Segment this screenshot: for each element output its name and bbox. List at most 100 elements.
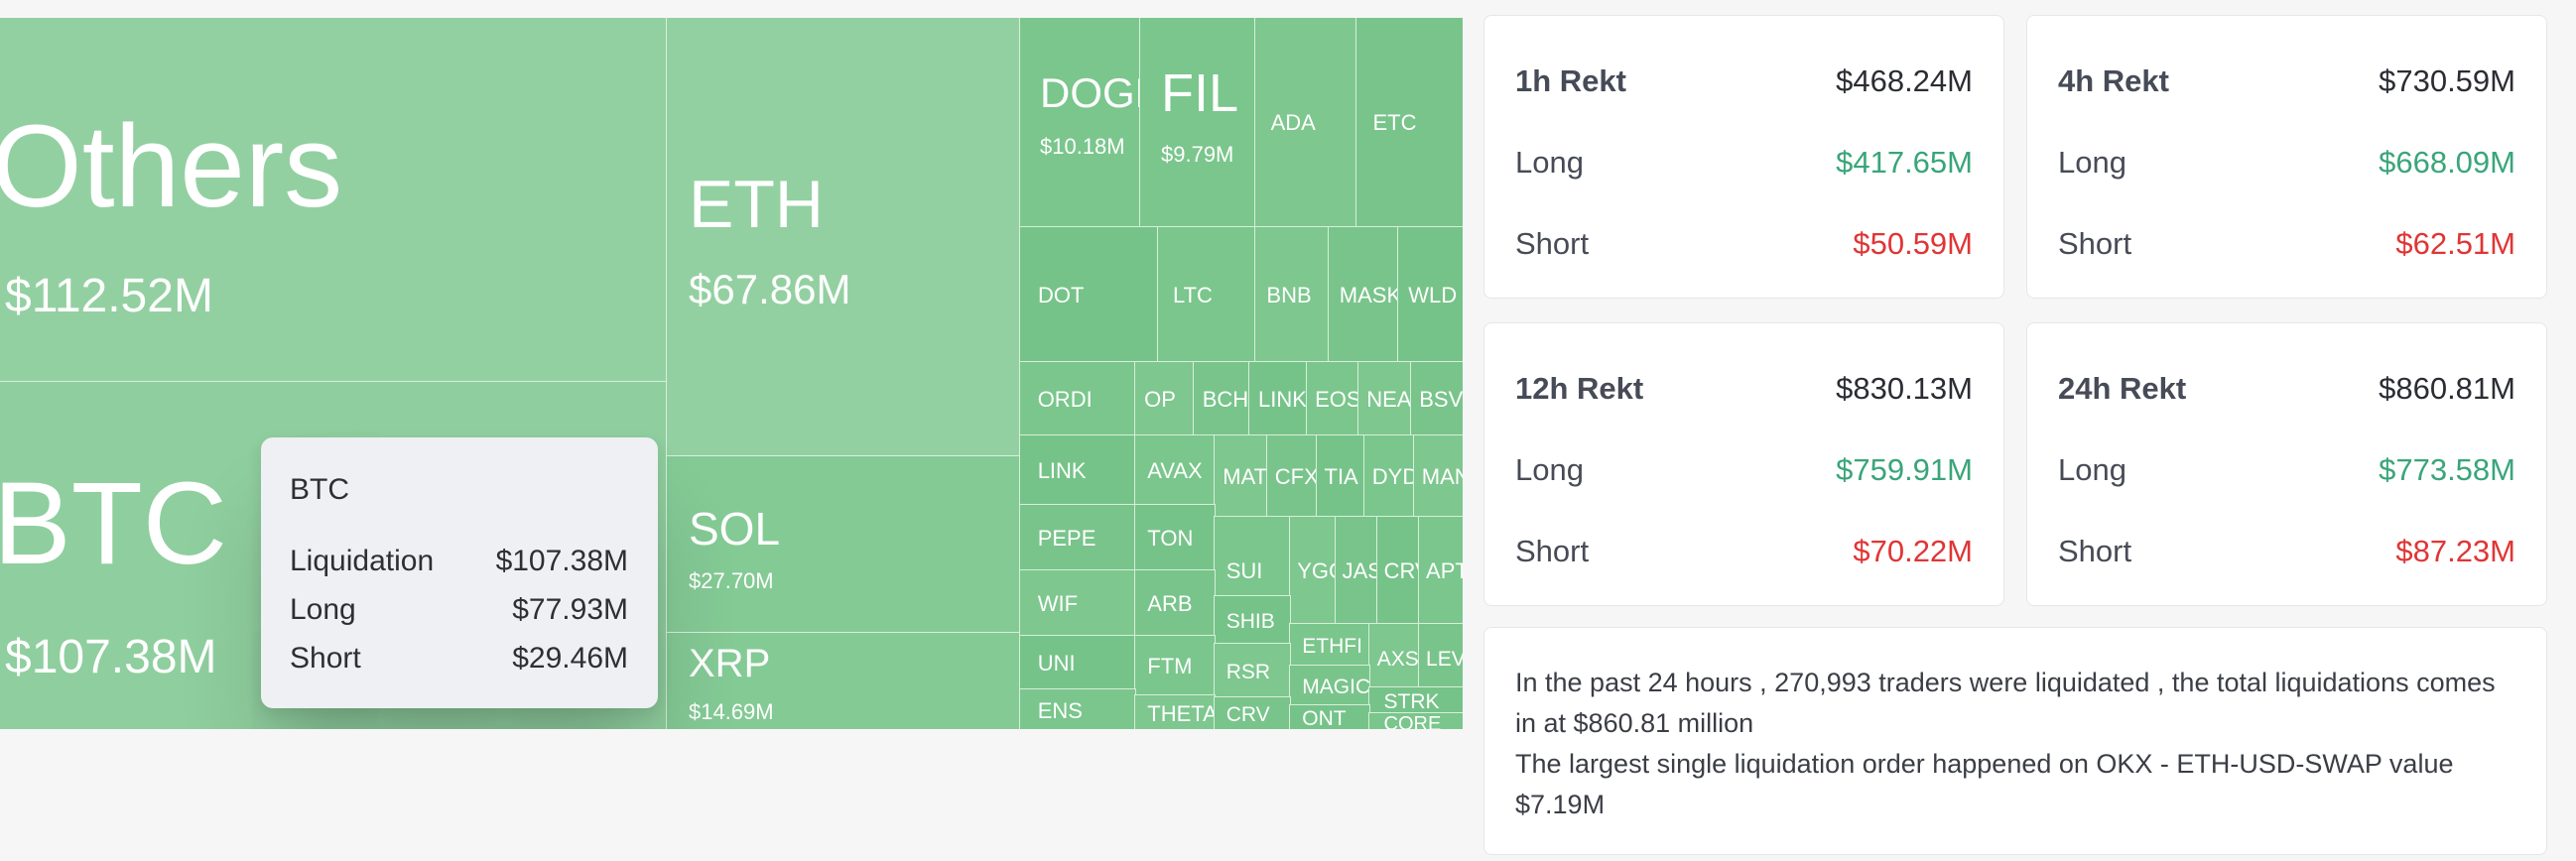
tooltip-label: Short (290, 642, 361, 675)
treemap-cell-bsv[interactable]: BSV (1410, 361, 1463, 436)
treemap-cell-etc[interactable]: ETC (1355, 18, 1463, 228)
treemap-cell-tia[interactable]: TIA (1316, 434, 1365, 518)
cell-label: AVAX (1147, 458, 1203, 483)
treemap-cell-link[interactable]: LINK (1019, 434, 1136, 506)
card-header: 12h Rekt $830.13M (1515, 371, 1973, 407)
cell-label: WIF (1037, 591, 1079, 616)
cell-label: ADA (1270, 110, 1316, 135)
treemap-cell-shib[interactable]: SHIB (1214, 595, 1291, 645)
treemap-cell-lever[interactable]: LEVER (1418, 623, 1463, 692)
cell-label: STRK (1383, 689, 1440, 713)
cell-label: FTM (1147, 654, 1193, 678)
treemap-cell-strk[interactable]: STRK (1368, 686, 1463, 714)
long-value: $668.09M (2379, 145, 2515, 180)
treemap-cell-ftm[interactable]: FTM (1134, 635, 1216, 696)
treemap-cell-ont[interactable]: ONT (1289, 704, 1370, 729)
tooltip-value: $29.46M (512, 642, 628, 675)
cell-label: BSV (1419, 387, 1463, 412)
treemap-cell-cfx[interactable]: CFX (1266, 434, 1318, 518)
card-header: 4h Rekt $730.59M (2058, 63, 2515, 99)
treemap-cell-link[interactable]: LINK (1248, 361, 1308, 436)
cell-label: CFX (1274, 464, 1318, 489)
treemap-cell-jasmy[interactable]: JASMY (1335, 516, 1378, 625)
cell-label: SOL (689, 503, 781, 554)
treemap-cell-magic[interactable]: MAGIC (1289, 665, 1370, 706)
summary-line-largest: The largest single liquidation order hap… (1515, 749, 2454, 819)
treemap-cell-doge[interactable]: DOGE $10.18M (1019, 18, 1141, 228)
short-value: $62.51M (2395, 226, 2515, 261)
treemap-cell-dot[interactable]: DOT (1019, 226, 1159, 363)
treemap-cell-near[interactable]: NEAR (1357, 361, 1412, 436)
treemap-cell-rsr[interactable]: RSR (1214, 643, 1291, 698)
treemap-cell-core[interactable]: CORE (1368, 712, 1463, 729)
cell-label: AXS (1376, 647, 1419, 671)
cell-label: JASMY (1342, 558, 1377, 583)
cell-value: $67.86M (689, 266, 851, 312)
btc-tooltip: BTC Liquidation $107.38M Long $77.93M Sh… (261, 437, 658, 708)
long-value: $773.58M (2379, 452, 2515, 487)
short-label: Short (2058, 534, 2132, 568)
long-label: Long (2058, 452, 2126, 487)
treemap-cell-fil[interactable]: FIL $9.79M (1139, 18, 1256, 228)
cell-label: CRV (1225, 703, 1270, 726)
card-header: 1h Rekt $468.24M (1515, 63, 1973, 99)
treemap-cell-op[interactable]: OP (1134, 361, 1195, 436)
treemap-cell-matic[interactable]: MATIC (1214, 434, 1268, 518)
tooltip-value: $77.93M (512, 593, 628, 626)
cell-label: MAGIC (1302, 675, 1370, 698)
card-short-row: Short $50.59M (1515, 226, 1973, 262)
short-value: $87.23M (2395, 534, 2515, 568)
long-value: $759.91M (1836, 452, 1973, 487)
cell-value: $107.38M (5, 631, 217, 683)
treemap-cell-crv[interactable]: CRV (1376, 516, 1420, 625)
treemap-cell-ethfi[interactable]: ETHFI (1289, 623, 1370, 667)
treemap-cell-others[interactable]: Others $112.52M (0, 18, 667, 399)
treemap-cell-ada[interactable]: ADA (1254, 18, 1357, 228)
cell-label: MASK (1339, 283, 1399, 308)
cell-label: CRV (1383, 558, 1419, 583)
tooltip-label: Long (290, 593, 356, 626)
tooltip-title: BTC (290, 473, 349, 506)
treemap-cell-pepe[interactable]: PEPE (1019, 504, 1136, 571)
cell-label: THETA (1147, 700, 1216, 726)
liquidation-treemap: Others $112.52M BTC $107.38M ETH $67.86M… (0, 18, 1463, 729)
treemap-cell-arb[interactable]: ARB (1134, 569, 1216, 637)
treemap-cell-sol[interactable]: SOL $27.70M (666, 455, 1021, 634)
treemap-cell-crv[interactable]: CRV (1214, 696, 1291, 729)
treemap-cell-bnb[interactable]: BNB (1254, 226, 1330, 363)
treemap-cell-xrp[interactable]: XRP $14.69M (666, 632, 1021, 729)
short-value: $70.22M (1853, 534, 1973, 568)
treemap-cell-dydx[interactable]: DYDX (1363, 434, 1415, 518)
treemap-cell-mask[interactable]: MASK (1328, 226, 1399, 363)
treemap-cell-eth[interactable]: ETH $67.86M (666, 18, 1021, 474)
treemap-cell-ordi[interactable]: ORDI (1019, 361, 1136, 436)
treemap-cell-uni[interactable]: UNI (1019, 635, 1136, 690)
card-long-row: Long $759.91M (1515, 452, 1973, 488)
cell-label: SHIB (1225, 609, 1275, 633)
treemap-cell-ens[interactable]: ENS (1019, 688, 1136, 729)
treemap-cell-ygg[interactable]: YGG (1289, 516, 1337, 625)
treemap-cell-wif[interactable]: WIF (1019, 569, 1136, 637)
treemap-cell-theta[interactable]: THETA (1134, 694, 1216, 729)
treemap-cell-eos[interactable]: EOS (1306, 361, 1359, 436)
treemap-cell-bch[interactable]: BCH (1193, 361, 1250, 436)
cell-value: $9.79M (1161, 142, 1234, 167)
tooltip-row-long: Long $77.93M (290, 593, 628, 627)
treemap-cell-ton[interactable]: TON (1134, 504, 1216, 571)
treemap-cell-axs[interactable]: AXS (1368, 623, 1420, 692)
treemap-cell-mana[interactable]: MANA (1413, 434, 1463, 518)
tooltip-value: $107.38M (495, 545, 628, 577)
long-label: Long (1515, 145, 1584, 180)
cell-label: LINK (1037, 458, 1087, 483)
cell-label: WLD (1408, 283, 1458, 308)
treemap-cell-apt[interactable]: APT (1418, 516, 1463, 625)
stat-card-24h: 24h Rekt $860.81M Long $773.58M Short $8… (2026, 322, 2547, 606)
treemap-cell-avax[interactable]: AVAX (1134, 434, 1216, 506)
treemap-cell-wld[interactable]: WLD (1397, 226, 1463, 363)
long-value: $417.65M (1836, 145, 1973, 180)
tooltip-row-short: Short $29.46M (290, 642, 628, 676)
treemap-cell-ltc[interactable]: LTC (1157, 226, 1256, 363)
stat-card-12h: 12h Rekt $830.13M Long $759.91M Short $7… (1483, 322, 2004, 606)
cell-label: LTC (1173, 283, 1213, 308)
card-title: 4h Rekt (2058, 63, 2169, 98)
